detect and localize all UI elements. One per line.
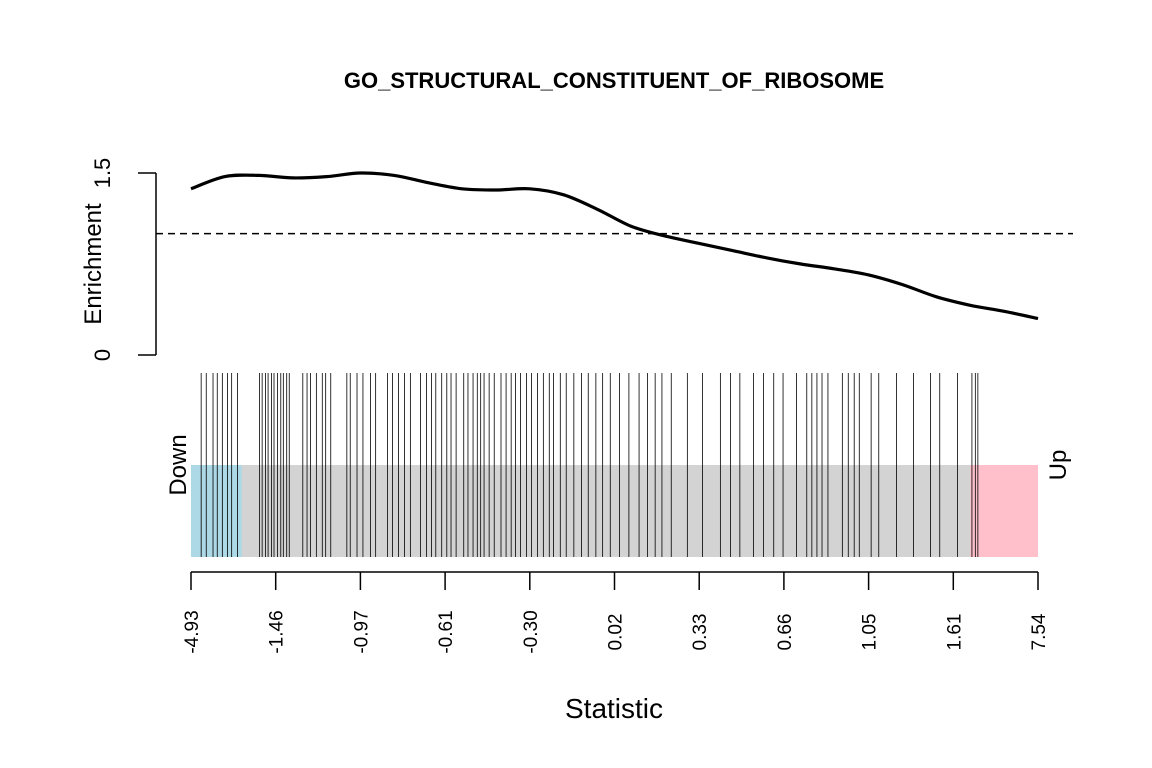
- up-label: Up: [1045, 450, 1072, 481]
- y-tick-label-low: 0: [90, 349, 115, 361]
- x-tick-label: 0.02: [606, 614, 627, 651]
- y-tick-label-high: 1.5: [90, 158, 115, 189]
- x-axis-label: Statistic: [565, 693, 663, 724]
- enrichment-curve: [190, 171, 1039, 321]
- x-tick-label: -1.46: [267, 610, 288, 653]
- y-axis-label: Enrichment: [80, 203, 107, 325]
- chart-title: GO_STRUCTURAL_CONSTITUENT_OF_RIBOSOME: [344, 68, 884, 93]
- x-tick-label: 7.54: [1029, 613, 1050, 650]
- barcode-up-region: [970, 465, 1038, 557]
- down-label: Down: [165, 434, 192, 495]
- x-tick-label: 0.66: [775, 614, 796, 651]
- barcode-lines: [200, 373, 979, 557]
- x-tick-label: -0.30: [521, 610, 542, 653]
- x-tick-label: -4.93: [182, 610, 203, 653]
- x-tick-label: 1.05: [860, 614, 881, 651]
- barcode-down-region: [191, 465, 242, 557]
- barcode-neutral-region: [191, 465, 1038, 557]
- x-tick-label: -0.61: [436, 610, 457, 653]
- x-axis-ticks: -4.93 -1.46 -0.97 -0.61 -0.30 0.02 0.33 0.66 1.0…: [182, 572, 1050, 654]
- x-tick-label: 1.61: [944, 614, 965, 651]
- x-tick-label: 0.33: [690, 614, 711, 651]
- x-tick-label: -0.97: [351, 610, 372, 653]
- enrichment-y-axis: 1.5 0 Enrichment: [80, 158, 157, 361]
